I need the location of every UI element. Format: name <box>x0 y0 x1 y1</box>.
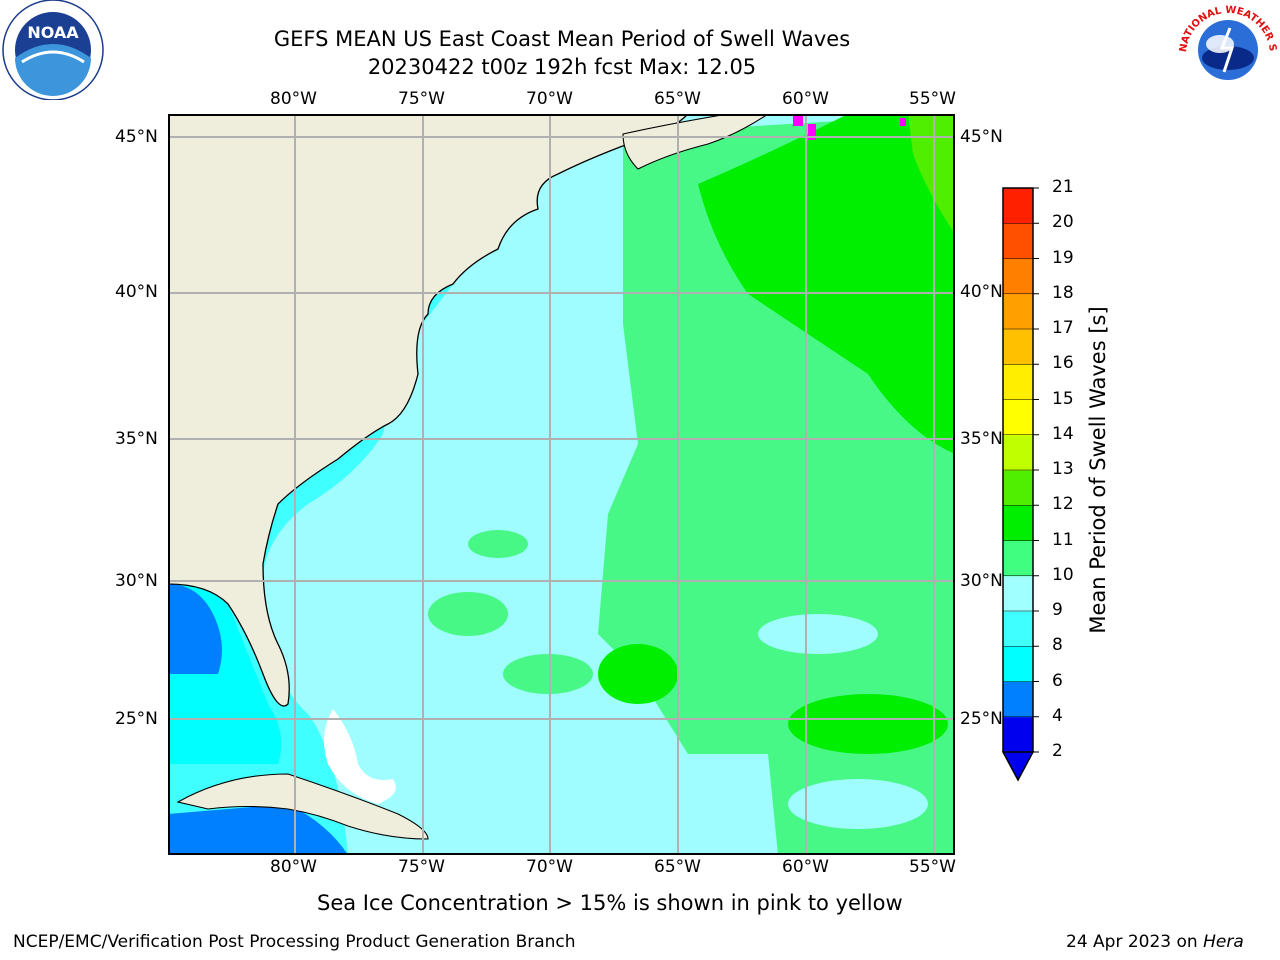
caribbean-blue <box>168 804 348 855</box>
land-maritimes <box>622 113 770 170</box>
ocean-patch <box>758 614 878 654</box>
colorbar-tick-label: 11 <box>1052 529 1074 550</box>
colorbar-tick-label: 10 <box>1052 564 1074 585</box>
bahamas-banks <box>324 709 396 804</box>
colorbar-segment <box>1003 399 1033 436</box>
land-us-east-coast <box>167 113 690 707</box>
noaa-logo: NOAA <box>0 0 106 101</box>
lat-label-left: 25°N <box>115 709 158 729</box>
colorbar-tick-label: 20 <box>1052 212 1074 233</box>
colorbar-segment <box>1003 611 1033 647</box>
lon-label-bottom: 65°W <box>654 857 701 877</box>
colorbar-tick-label: 12 <box>1052 494 1074 515</box>
lat-label-left: 35°N <box>115 429 158 449</box>
colorbar-tick-labels: 2 4 6 8 9 10 11 12 13 14 15 16 17 18 19 20 21 <box>1052 0 1092 960</box>
colorbar-tick-label: 15 <box>1052 388 1074 409</box>
lon-label-bottom: 80°W <box>270 857 317 877</box>
colorbar-segment <box>1003 646 1033 682</box>
colorbar-segment <box>1003 505 1033 541</box>
colorbar-segment <box>1003 575 1033 612</box>
noaa-logo-text: NOAA <box>27 23 79 42</box>
lon-label-top: 65°W <box>654 89 701 109</box>
colorbar-tick-label: 9 <box>1052 600 1063 620</box>
ocean-patch <box>428 592 508 636</box>
graticule <box>168 114 955 855</box>
map-frame <box>168 114 955 855</box>
colorbar-segment <box>1003 364 1033 400</box>
lat-label-right: 45°N <box>960 127 1003 147</box>
lon-label-top: 60°W <box>782 89 829 109</box>
ocean-patch <box>788 779 928 829</box>
map-panel <box>167 113 955 855</box>
colorbar-tick-label: 18 <box>1052 282 1074 303</box>
lon-label-top: 55°W <box>909 89 956 109</box>
colorbar-tick-label: 4 <box>1052 705 1063 726</box>
colorbar-tick-label: 21 <box>1052 177 1074 197</box>
colorbar-segment <box>1003 681 1033 718</box>
gulf-deep-blue <box>168 584 222 674</box>
lon-label-top: 70°W <box>526 89 573 109</box>
colorbar-tick-label: 2 <box>1052 741 1063 761</box>
lon-label-top: 75°W <box>398 89 445 109</box>
colorbar-tick-label: 6 <box>1052 670 1063 691</box>
colorbar-tick-label: 8 <box>1052 635 1063 656</box>
ocean-patch <box>598 644 678 704</box>
lon-label-bottom: 70°W <box>526 857 573 877</box>
lon-label-bottom: 55°W <box>909 857 956 877</box>
colorbar-tick-label: 17 <box>1052 318 1074 338</box>
colorbar-segment <box>1003 470 1033 506</box>
lat-label-right: 35°N <box>960 429 1003 449</box>
colorbar-segment <box>1003 329 1033 365</box>
ocean-band-11-12 <box>908 114 955 234</box>
footer-credit: NCEP/EMC/Verification Post Processing Pr… <box>13 932 576 952</box>
lat-label-right: 25°N <box>960 709 1003 729</box>
swell-period-map <box>167 113 955 855</box>
colorbar-tick-label: 19 <box>1052 247 1074 268</box>
colorbar-tick-label: 16 <box>1052 353 1074 374</box>
ocean-patch <box>503 654 593 694</box>
ocean-band-10-11 <box>698 114 955 454</box>
lon-label-bottom: 60°W <box>782 857 829 877</box>
ocean-patch <box>788 694 948 754</box>
colorbar-segment <box>1003 258 1033 295</box>
colorbar-label: Mean Period of Swell Waves [s] <box>1086 306 1110 634</box>
colorbar-segment <box>1003 434 1033 471</box>
footer-date: 24 Apr 2023 on Hera <box>1066 932 1244 952</box>
colorbar-segment <box>1003 293 1033 330</box>
land-cuba <box>176 773 429 840</box>
lat-label-right: 30°N <box>960 571 1003 591</box>
lat-label-right: 40°N <box>960 282 1003 302</box>
nws-logo: NATIONAL WEATHER SERVICE <box>1172 0 1280 100</box>
colorbar-segment <box>1003 716 1033 753</box>
footer-host: Hera <box>1203 932 1244 952</box>
colorbar-tick-label: 13 <box>1052 459 1074 479</box>
lon-label-top: 80°W <box>270 89 317 109</box>
lat-label-left: 40°N <box>115 282 158 302</box>
ocean-patch <box>468 530 528 558</box>
sea-ice-spot <box>793 116 803 126</box>
colorbar-tick-label: 14 <box>1052 423 1074 444</box>
chart-title: GEFS MEAN US East Coast Mean Period of S… <box>273 27 851 51</box>
sea-ice-note: Sea Ice Concentration > 15% is shown in … <box>317 891 903 915</box>
lat-label-left: 45°N <box>115 127 158 147</box>
chart-subtitle: 20230422 t00z 192h fcst Max: 12.05 <box>367 55 757 79</box>
lon-label-bottom: 75°W <box>398 857 445 877</box>
sea-ice-spot <box>808 124 816 140</box>
lat-label-left: 30°N <box>115 571 158 591</box>
colorbar-extend-arrow <box>1001 751 1035 782</box>
colorbar <box>1000 186 1060 786</box>
colorbar-segment <box>1003 188 1033 224</box>
sea-ice-spot <box>900 118 906 126</box>
colorbar-segment <box>1003 223 1033 259</box>
colorbar-segment <box>1003 540 1033 577</box>
footer-date-text: 24 Apr 2023 on <box>1066 932 1204 952</box>
